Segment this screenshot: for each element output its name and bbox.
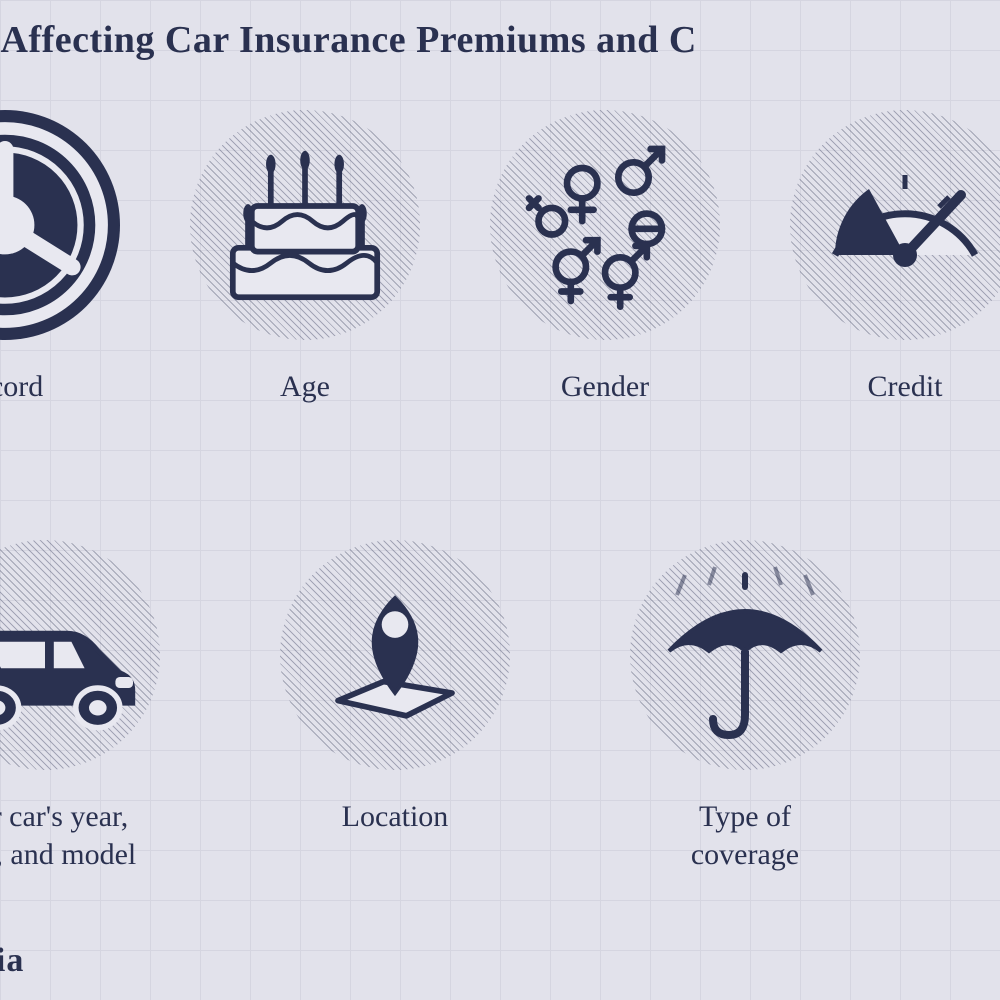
brand-text: pedia bbox=[0, 942, 24, 980]
label-age: Age bbox=[280, 368, 330, 406]
car-icon bbox=[0, 545, 155, 765]
label-coverage: Type ofcoverage bbox=[691, 798, 799, 873]
row-1: record Age bbox=[0, 110, 1000, 406]
circle-credit bbox=[790, 110, 1000, 340]
circle-car bbox=[0, 540, 160, 770]
label-car: our car's year,ake, and model bbox=[0, 798, 136, 873]
item-car: our car's year,ake, and model bbox=[0, 540, 190, 873]
item-coverage: Type ofcoverage bbox=[600, 540, 890, 873]
circle-gender bbox=[490, 110, 720, 340]
label-record: record bbox=[0, 368, 43, 406]
item-credit: Credit bbox=[760, 110, 1000, 406]
circle-coverage bbox=[630, 540, 860, 770]
label-gender: Gender bbox=[561, 368, 649, 406]
item-age: Age bbox=[160, 110, 450, 406]
map-pin-icon bbox=[300, 560, 490, 750]
gauge-icon bbox=[805, 125, 1000, 325]
circle-record bbox=[0, 110, 120, 340]
label-credit: Credit bbox=[868, 368, 943, 406]
umbrella-icon bbox=[645, 555, 845, 755]
row-2: our car's year,ake, and model Location bbox=[0, 540, 1000, 873]
label-location: Location bbox=[342, 798, 449, 836]
item-record: record bbox=[0, 110, 150, 406]
item-location: Location bbox=[250, 540, 540, 873]
circle-location bbox=[280, 540, 510, 770]
item-gender: Gender bbox=[460, 110, 750, 406]
steering-wheel-icon bbox=[0, 120, 110, 330]
page-title: rs Affecting Car Insurance Premiums and … bbox=[0, 18, 1000, 62]
gender-symbols-icon bbox=[510, 130, 700, 320]
cake-icon bbox=[210, 130, 400, 320]
circle-age bbox=[190, 110, 420, 340]
